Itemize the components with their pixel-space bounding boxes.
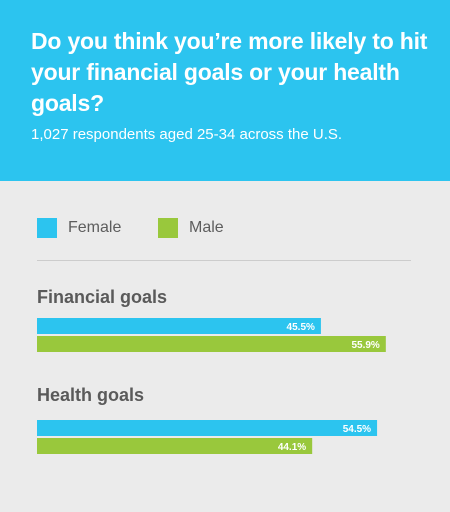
legend-swatch-female <box>37 218 57 238</box>
legend-item-male: Male <box>158 217 224 239</box>
legend-item-female: Female <box>37 217 121 239</box>
bar-financial-female <box>37 318 321 334</box>
divider <box>37 260 411 261</box>
bar-label-health-female: 54.5% <box>343 424 371 435</box>
header-banner: Do you think you’re more likely to hit y… <box>0 0 450 181</box>
bar-health-male <box>37 438 313 454</box>
category-label-financial: Financial goals <box>37 287 168 307</box>
bar-label-financial-male: 55.9% <box>351 340 379 351</box>
legend-swatch-male <box>158 218 178 238</box>
bar-label-financial-female: 45.5% <box>287 322 315 333</box>
legend-label-female: Female <box>68 219 122 236</box>
bar-label-health-male: 44.1% <box>278 442 306 453</box>
category-label-health: Health goals <box>37 385 145 405</box>
legend-label-male: Male <box>189 219 224 236</box>
chart-subtitle: 1,027 respondents aged 25-34 across the … <box>31 126 343 143</box>
bar-financial-male <box>37 336 386 352</box>
bar-health-female <box>37 420 378 436</box>
chart-title: Do you think you’re more likely to hit y… <box>31 28 428 116</box>
